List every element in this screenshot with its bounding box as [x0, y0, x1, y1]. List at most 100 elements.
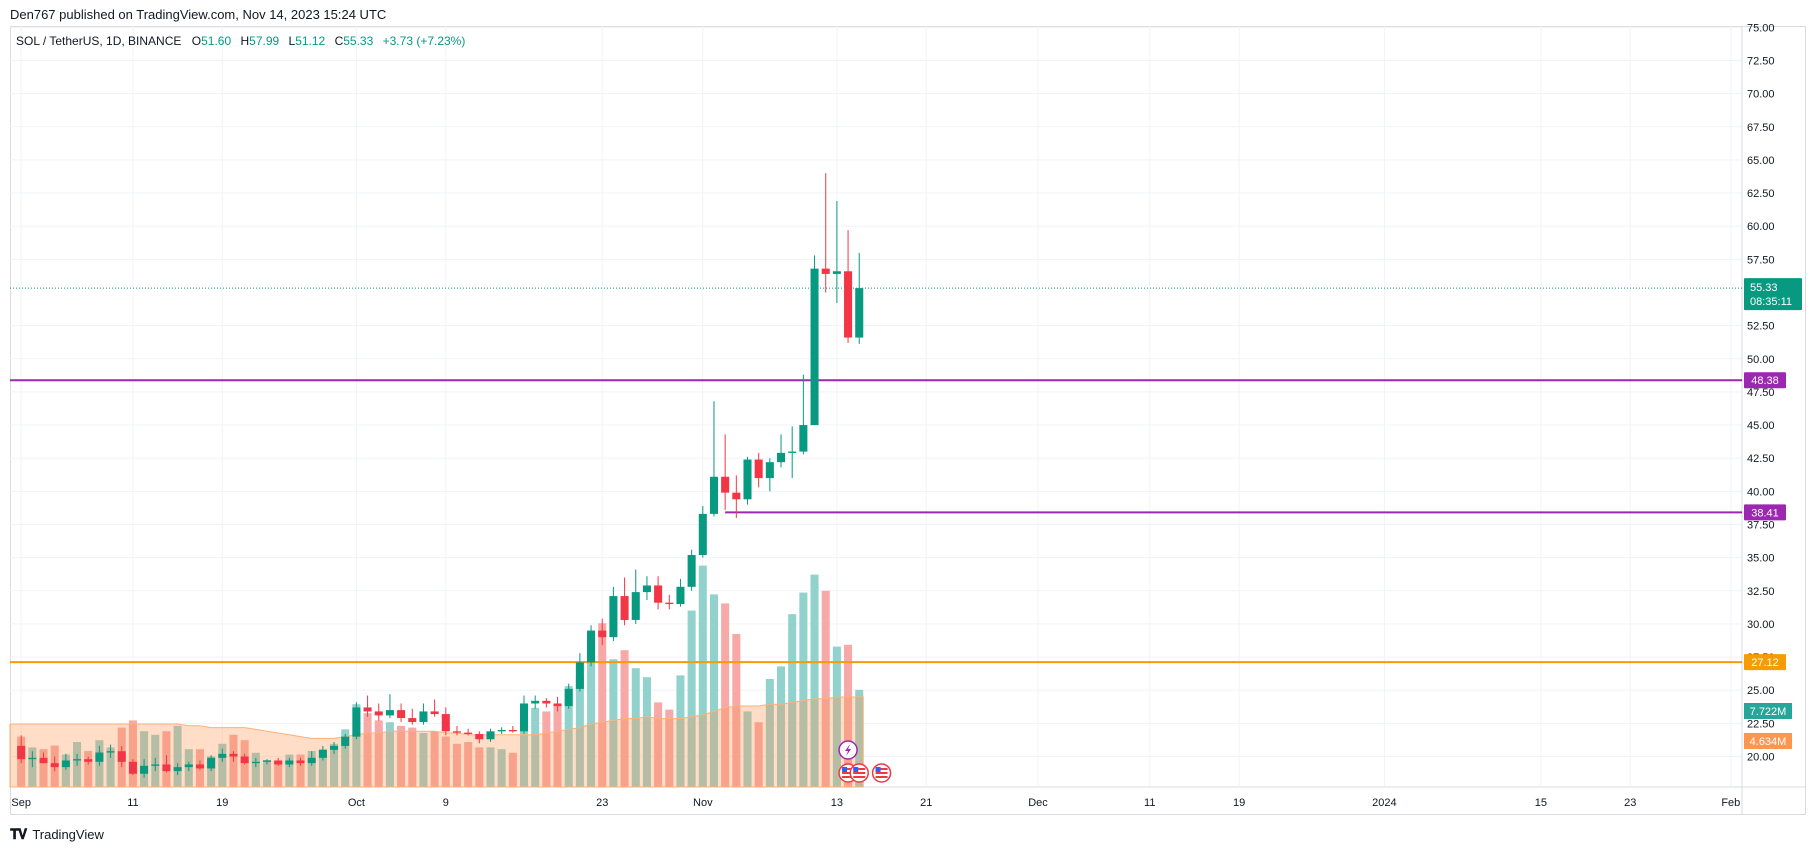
volume-bar	[654, 702, 663, 787]
candle	[654, 576, 663, 610]
y-tick-label: 57.50	[1747, 254, 1775, 266]
candle-body	[262, 760, 272, 762]
volume-bar	[832, 646, 841, 787]
us-flag-icon-stripe	[842, 776, 855, 778]
y-tick-label: 30.00	[1747, 619, 1775, 631]
volume-bar	[788, 614, 797, 787]
legend-open-value: 51.60	[201, 34, 231, 48]
candle	[39, 752, 48, 764]
candle	[195, 760, 204, 770]
legend-close-label: C	[335, 34, 344, 48]
candle-body	[844, 271, 853, 338]
candle	[620, 577, 629, 626]
candle-body	[106, 751, 115, 753]
candle	[151, 757, 160, 772]
y-tick-label: 50.00	[1747, 354, 1775, 366]
candle	[531, 695, 540, 709]
volume-ma-tag-bg	[1744, 733, 1792, 749]
volume-bar	[698, 565, 707, 787]
candle	[128, 759, 137, 776]
volume-bar	[553, 704, 562, 787]
candle-body	[296, 760, 305, 764]
svg-text:SOL / TetherUS, 1D, BINANCE: SOL / TetherUS, 1D, BINANCE O51.60 H57.9…	[16, 34, 465, 48]
candle-body	[821, 268, 830, 274]
candle-body	[285, 760, 294, 765]
price-axis: 75.00 72.50 70.00 67.50 65.00 62.50 60.00 57.50…	[1747, 22, 1775, 763]
candle-body	[598, 630, 607, 638]
x-tick-label: 2024	[1372, 797, 1396, 809]
candle	[84, 756, 93, 765]
x-tick-label: Feb	[1721, 797, 1740, 809]
candle	[844, 230, 853, 343]
x-tick-label: 9	[443, 797, 449, 809]
candle-body	[754, 459, 763, 479]
volume-bar	[486, 747, 495, 787]
volume-bar	[687, 610, 696, 787]
us-flag-icon-canton	[842, 767, 848, 772]
candle	[497, 727, 506, 734]
candle-body	[497, 729, 506, 732]
volume-bar	[542, 711, 551, 787]
candle	[519, 695, 529, 734]
volume-ma-tag: 4.634M	[1750, 736, 1787, 748]
middle-level-tag: 38.41	[1751, 507, 1779, 519]
volume-bar	[475, 747, 484, 787]
volume-bar	[821, 590, 830, 787]
candle	[799, 374, 808, 455]
candle-body	[687, 554, 696, 587]
volume-bar	[519, 720, 529, 787]
candle	[397, 703, 406, 723]
volume-bar	[285, 754, 294, 787]
legend-open-label: O	[192, 34, 201, 48]
candle	[665, 594, 674, 610]
candle-body	[553, 703, 562, 707]
candle-body	[508, 729, 517, 732]
y-tick-label: 52.50	[1747, 321, 1775, 333]
candle	[408, 708, 417, 725]
volume-bar	[106, 747, 115, 787]
candle-body	[654, 585, 663, 603]
candle-body	[318, 749, 327, 758]
volume-bar	[631, 668, 640, 787]
candle-body	[519, 703, 529, 732]
upper-level-tag-bg	[1744, 372, 1786, 389]
y-tick-label: 72.50	[1747, 55, 1775, 67]
candle	[687, 549, 696, 591]
candle-body	[151, 764, 160, 766]
candle-body	[430, 711, 439, 715]
candle-body	[61, 760, 70, 768]
x-tick-label: 15	[1535, 797, 1547, 809]
volume-bar	[587, 637, 596, 787]
candle	[832, 201, 841, 304]
candle-body	[665, 602, 674, 605]
horizontal-levels	[10, 379, 1742, 664]
brand-footer: 𝐓𝐕 TradingView	[10, 826, 104, 843]
candle-body	[542, 700, 551, 704]
candle	[508, 726, 517, 733]
volume-bar	[732, 634, 741, 787]
candle-body	[564, 688, 573, 707]
y-tick-label: 37.50	[1747, 519, 1775, 531]
volume-bar	[799, 592, 808, 787]
volume-bar	[408, 727, 417, 787]
chart-grid	[10, 26, 1806, 815]
us-flag-icon-stripe	[842, 772, 855, 774]
candle	[184, 761, 193, 772]
y-tick-label: 20.00	[1747, 752, 1775, 764]
candle	[430, 699, 439, 717]
volume-bar	[676, 675, 685, 787]
candle	[61, 753, 70, 770]
candle-body	[184, 764, 193, 768]
candle-body	[84, 759, 93, 762]
candle	[73, 753, 82, 766]
last-price-tag-bg	[1744, 278, 1802, 311]
candle-body	[140, 765, 149, 774]
volume-bar	[251, 752, 260, 787]
candle-body	[743, 459, 752, 500]
candle	[765, 458, 774, 492]
candle	[106, 744, 115, 758]
candle	[140, 759, 149, 778]
us-flag-icon-canton	[853, 767, 859, 772]
volume-bar	[84, 751, 93, 787]
